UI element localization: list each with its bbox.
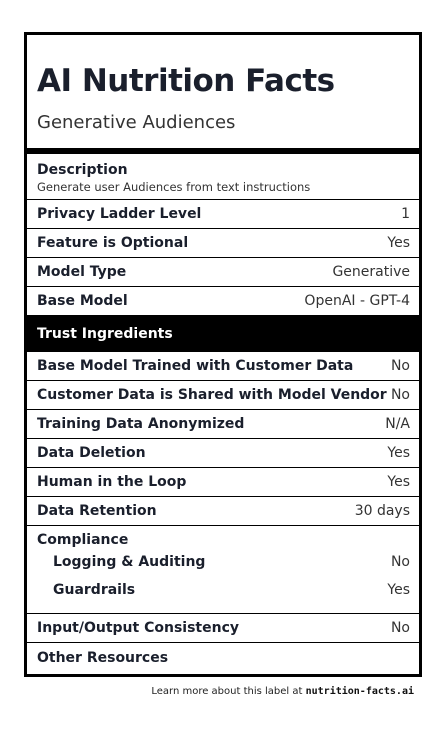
- label-subtitle: Generative Audiences: [37, 112, 236, 133]
- compliance-label: Compliance: [37, 532, 129, 548]
- row-value: No: [390, 387, 410, 403]
- row-base-model: Base Model OpenAI - GPT-4: [27, 287, 419, 316]
- footer: Learn more about this label at nutrition…: [151, 686, 414, 697]
- row-other-resources: Other Resources: [27, 643, 419, 672]
- row-model-type: Model Type Generative: [27, 258, 419, 287]
- description-label: Description: [37, 162, 128, 178]
- row-value: OpenAI - GPT-4: [304, 293, 410, 309]
- row-value: 30 days: [354, 503, 410, 519]
- compliance-item-guardrails: Guardrails Yes: [37, 576, 410, 604]
- compliance-group: Compliance Logging & Auditing No Guardra…: [27, 526, 419, 614]
- row-value: 1: [401, 206, 410, 222]
- facts-rows: Description Generate user Audiences from…: [27, 154, 419, 672]
- row-label: Base Model: [37, 293, 128, 309]
- description-text: Generate user Audiences from text instru…: [37, 180, 311, 194]
- row-value: N/A: [385, 416, 410, 432]
- row-label: Other Resources: [37, 649, 169, 666]
- row-value: Yes: [387, 474, 410, 490]
- row-data-retention: Data Retention 30 days: [27, 497, 419, 526]
- row-privacy-ladder-level: Privacy Ladder Level 1: [27, 200, 419, 229]
- row-training-data-anonymized: Training Data Anonymized N/A: [27, 410, 419, 439]
- row-label: Logging & Auditing: [53, 554, 206, 570]
- row-label: Data Deletion: [37, 445, 146, 461]
- footer-text: Learn more about this label at: [151, 686, 303, 697]
- row-label: Human in the Loop: [37, 474, 187, 490]
- row-label: Training Data Anonymized: [37, 416, 245, 432]
- row-customer-data-shared: Customer Data is Shared with Model Vendo…: [27, 381, 419, 410]
- nutrition-facts-label: AI Nutrition Facts Generative Audiences …: [24, 32, 422, 677]
- compliance-item-logging: Logging & Auditing No: [37, 548, 410, 576]
- label-title: AI Nutrition Facts: [37, 63, 335, 99]
- row-label: Privacy Ladder Level: [37, 206, 202, 222]
- row-label: Guardrails: [53, 582, 136, 598]
- row-value: Yes: [387, 445, 410, 461]
- footer-link[interactable]: nutrition-facts.ai: [305, 686, 414, 697]
- row-value: Yes: [387, 582, 410, 598]
- row-label: Base Model Trained with Customer Data: [37, 358, 354, 374]
- row-label: Customer Data is Shared with Model Vendo…: [37, 387, 387, 403]
- row-value: Generative: [332, 264, 410, 280]
- description-row: Description Generate user Audiences from…: [27, 154, 419, 200]
- row-label: Model Type: [37, 264, 127, 280]
- row-value: Yes: [387, 235, 410, 251]
- row-value: No: [390, 554, 410, 570]
- row-base-model-trained: Base Model Trained with Customer Data No: [27, 352, 419, 381]
- section-label: Trust Ingredients: [37, 326, 173, 342]
- row-data-deletion: Data Deletion Yes: [27, 439, 419, 468]
- row-feature-is-optional: Feature is Optional Yes: [27, 229, 419, 258]
- row-label: Data Retention: [37, 503, 157, 519]
- thick-divider: [27, 148, 419, 154]
- row-input-output-consistency: Input/Output Consistency No: [27, 614, 419, 643]
- section-trust-ingredients: Trust Ingredients: [27, 316, 419, 352]
- row-value: No: [390, 358, 410, 374]
- row-human-in-the-loop: Human in the Loop Yes: [27, 468, 419, 497]
- row-label: Feature is Optional: [37, 235, 189, 251]
- row-label: Input/Output Consistency: [37, 620, 239, 636]
- row-value: No: [390, 620, 410, 636]
